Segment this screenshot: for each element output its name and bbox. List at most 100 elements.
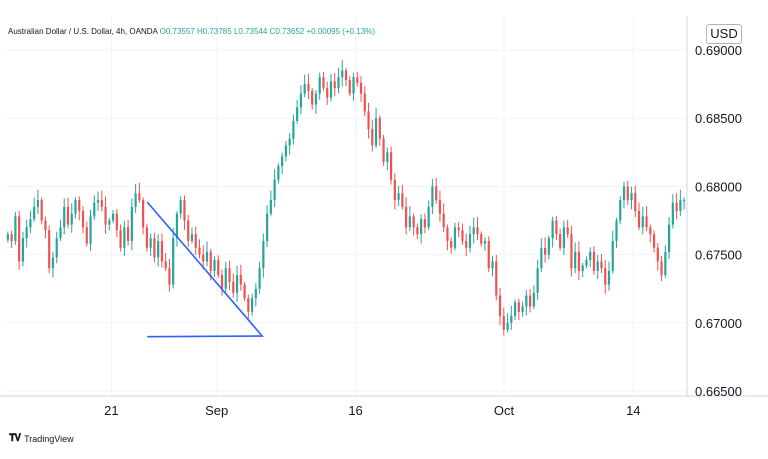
candle-down: [183, 200, 186, 221]
currency-button[interactable]: USD: [706, 24, 742, 44]
candle-up: [190, 234, 194, 241]
candle-up: [284, 145, 287, 157]
candle-down: [40, 200, 43, 221]
candle-down: [326, 88, 329, 98]
candle-up: [472, 227, 475, 235]
candle-up: [664, 251, 667, 276]
candle-up: [551, 220, 554, 239]
candle-up: [55, 238, 58, 258]
candle-down: [442, 213, 445, 228]
candle-down: [187, 220, 190, 241]
candle-down: [85, 227, 88, 244]
candle-up: [585, 260, 588, 266]
candle-down: [359, 82, 363, 94]
time-axis[interactable]: 21 Sep 16 Oct 14: [104, 403, 640, 418]
candle-series: [6, 60, 686, 336]
candle-down: [202, 254, 205, 262]
candle-up: [51, 257, 55, 269]
candle-down: [100, 200, 103, 207]
candle-up: [420, 219, 423, 235]
candle-up: [70, 213, 73, 225]
candle-down: [78, 200, 81, 211]
price-tick-label: 0.66500: [695, 384, 742, 399]
candle-down: [198, 247, 201, 255]
candle-up: [574, 251, 577, 269]
candle-down: [18, 216, 21, 262]
candle-up: [337, 77, 340, 89]
candle-down: [160, 240, 164, 262]
candle-down: [480, 234, 483, 244]
candle-up: [296, 107, 299, 121]
candle-down: [220, 275, 224, 289]
candle-down: [344, 70, 348, 81]
candle-up: [596, 261, 599, 271]
candle-up: [111, 213, 115, 221]
candle-up: [314, 93, 318, 105]
candle-up: [607, 270, 611, 285]
candle-down: [559, 234, 562, 248]
candle-down: [645, 216, 648, 228]
brand-label: TradingView: [24, 433, 74, 444]
candle-down: [393, 179, 396, 201]
candle-down: [104, 206, 107, 225]
candle-down: [228, 268, 231, 282]
candle-down: [626, 186, 629, 201]
price-tick-label: 0.68500: [695, 111, 742, 126]
price-axis[interactable]: 0.69000 0.68500 0.68000 0.67500 0.67000 0.665…: [695, 43, 742, 399]
candle-up: [581, 265, 584, 271]
candle-up: [89, 216, 92, 244]
time-tick-label: Oct: [494, 403, 515, 418]
candle-down: [367, 111, 370, 130]
candle-down: [333, 81, 336, 89]
candle-up: [172, 238, 175, 285]
candle-up: [506, 322, 509, 330]
candle-down: [378, 118, 381, 139]
candle-down: [115, 213, 118, 231]
time-tick-label: Sep: [205, 403, 228, 418]
candle-down: [145, 227, 148, 248]
candle-down: [555, 220, 558, 235]
candle-down: [517, 302, 520, 312]
price-tick-label: 0.67500: [695, 248, 742, 263]
candle-up: [262, 240, 265, 269]
candle-down: [243, 284, 246, 299]
candle-up: [93, 202, 96, 217]
candle-up: [269, 200, 272, 214]
candle-up: [397, 193, 400, 201]
candle-up: [513, 302, 517, 316]
triangle-pattern-drawing[interactable]: [146, 201, 264, 338]
high-value: H0.73785: [197, 27, 232, 36]
candle-down: [450, 240, 453, 248]
candle-up: [149, 238, 152, 248]
candle-up: [589, 251, 592, 261]
symbol-legend: Australian Dollar / U.S. Dollar, 4h, OAN…: [8, 27, 375, 36]
candle-down: [412, 216, 415, 228]
open-value: O0.73557: [159, 27, 195, 36]
candle-down: [322, 77, 325, 89]
candle-up: [562, 227, 566, 248]
candle-up: [619, 200, 622, 221]
candle-up: [318, 77, 321, 94]
candle-up: [641, 216, 644, 228]
tradingview-logo[interactable]: 𝐓𝐕 TradingView: [9, 433, 74, 444]
candle-up: [341, 70, 344, 78]
close-value: C0.73652: [269, 27, 305, 36]
candle-up: [21, 238, 25, 262]
time-tick-label: 14: [626, 403, 640, 418]
candle-up: [431, 186, 434, 207]
candle-down: [656, 247, 659, 262]
triangle-pattern-line: [146, 201, 264, 338]
candle-down: [371, 129, 374, 146]
candle-down: [487, 240, 490, 269]
candle-up: [540, 247, 543, 269]
symbol-title: Australian Dollar / U.S. Dollar, 4h, OAN…: [8, 27, 158, 36]
candle-up: [205, 251, 209, 262]
candle-down: [495, 261, 498, 296]
candle-down: [405, 206, 408, 228]
candle-up: [108, 220, 111, 225]
time-tick-label: 21: [104, 403, 118, 418]
candle-down: [604, 268, 607, 285]
candle-down: [356, 77, 359, 83]
